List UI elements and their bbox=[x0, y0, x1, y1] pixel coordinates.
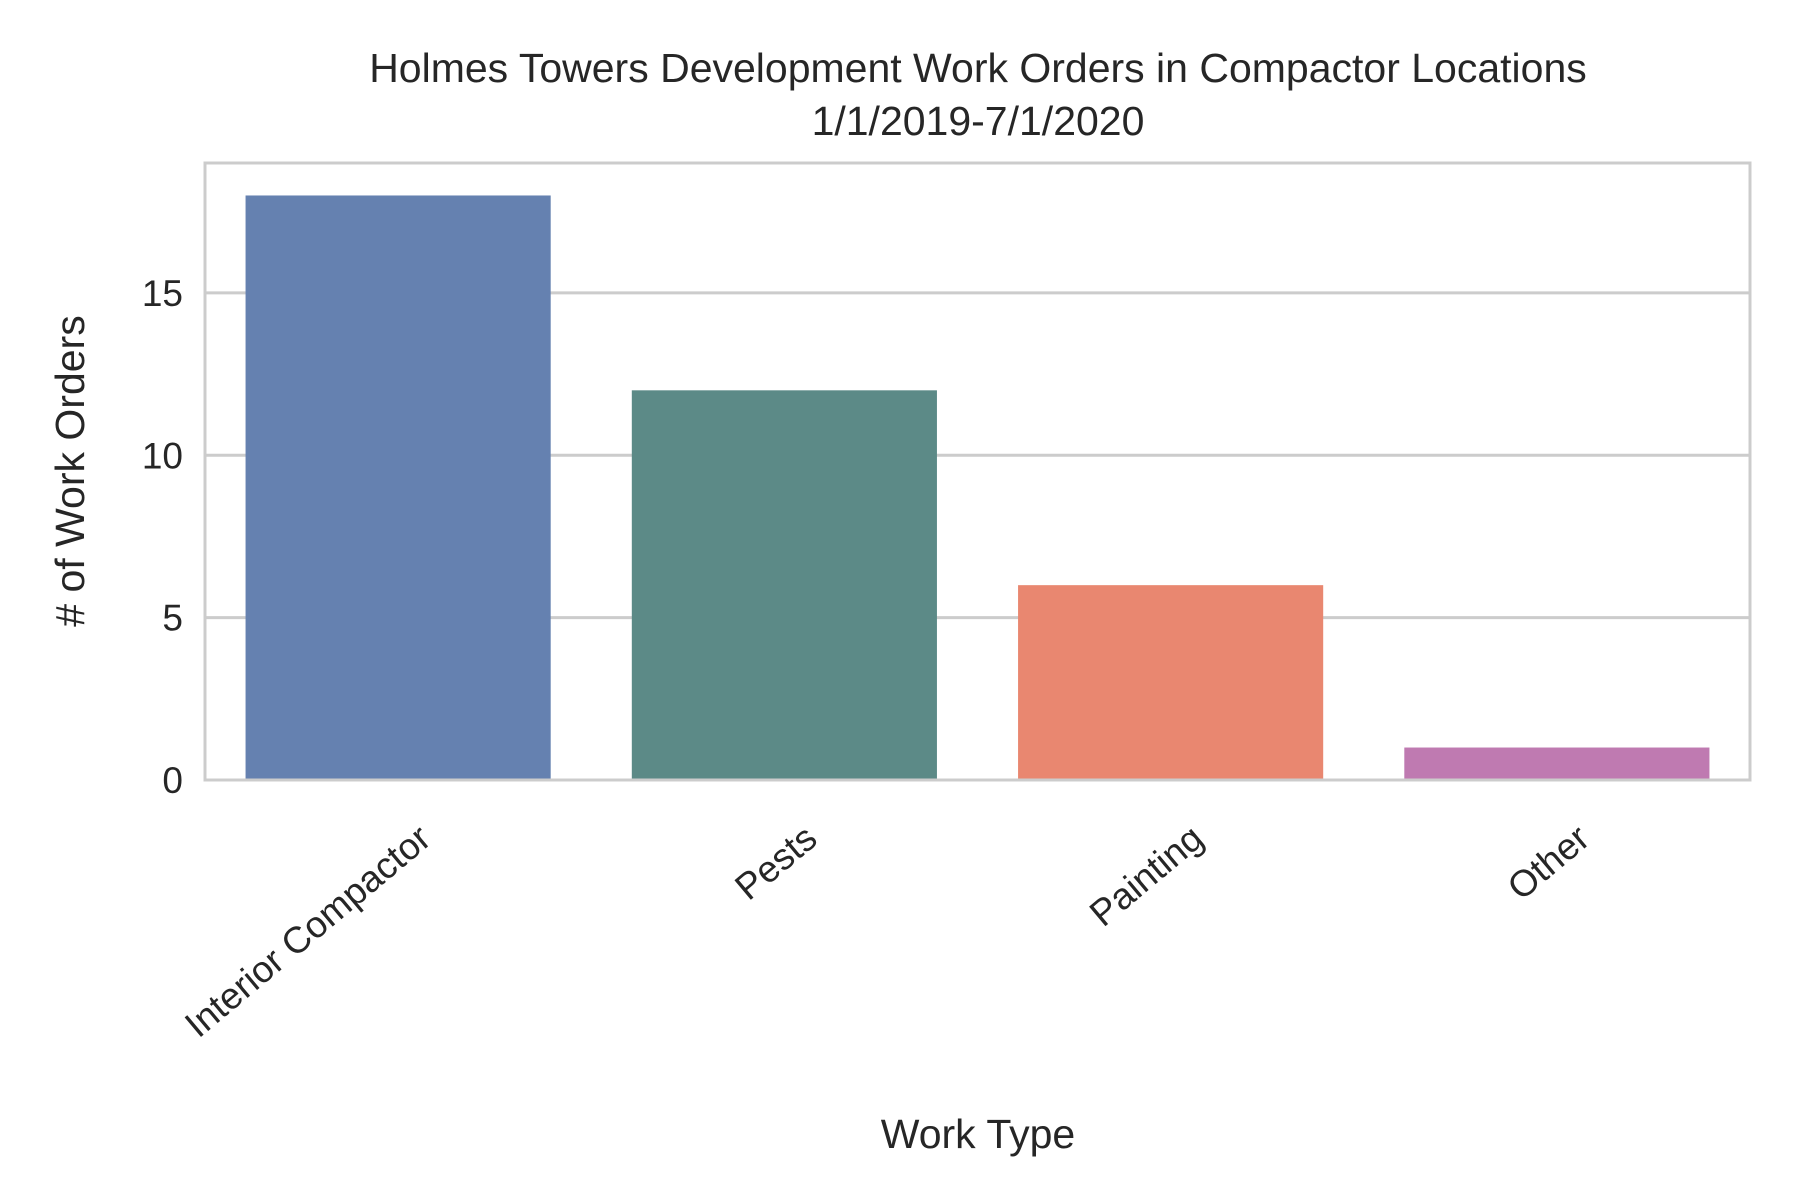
bars bbox=[245, 195, 1710, 780]
x-tick-label: Interior Compactor bbox=[177, 817, 438, 1045]
y-tick-label: 0 bbox=[162, 760, 183, 801]
x-tick-label: Painting bbox=[1082, 817, 1211, 934]
y-tick-label: 10 bbox=[142, 435, 183, 476]
y-tick-labels: 0 5 10 15 bbox=[142, 273, 183, 801]
chart-title: Holmes Towers Development Work Orders in… bbox=[369, 45, 1587, 91]
y-tick-label: 15 bbox=[142, 273, 183, 314]
chart-subtitle: 1/1/2019-7/1/2020 bbox=[812, 98, 1145, 144]
plot-frame bbox=[203, 161, 1752, 782]
x-tick-label: Other bbox=[1500, 817, 1597, 908]
x-tick-labels: Interior Compactor Pests Painting Other bbox=[177, 817, 1597, 1045]
bar-painting bbox=[1018, 585, 1324, 780]
bar-pests bbox=[631, 390, 937, 780]
y-axis-label: # of Work Orders bbox=[47, 315, 93, 626]
bar-interior-compactor bbox=[245, 195, 551, 780]
x-axis-label: Work Type bbox=[881, 1111, 1075, 1157]
bar-other bbox=[1404, 747, 1710, 780]
x-tick-label: Pests bbox=[727, 817, 824, 908]
y-tick-label: 5 bbox=[162, 598, 183, 639]
